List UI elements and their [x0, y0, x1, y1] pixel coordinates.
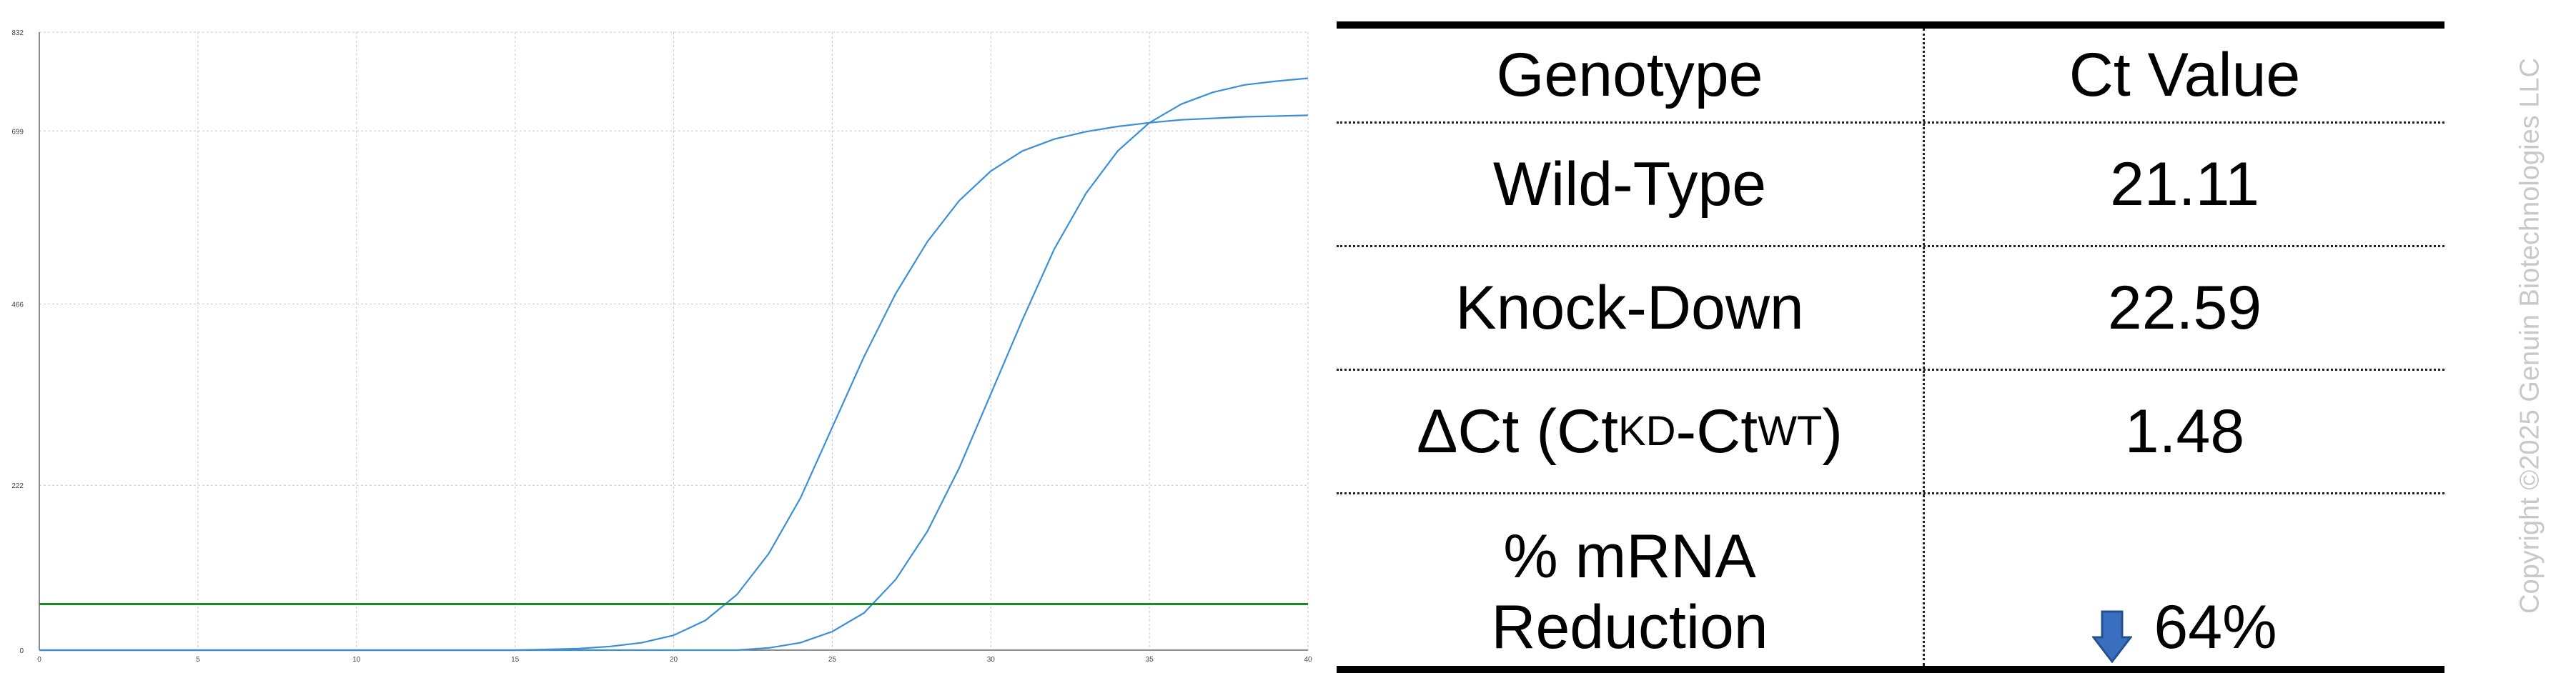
amplification-curve-1	[39, 114, 1309, 652]
y-tick-label: 832	[11, 29, 24, 37]
x-tick-label: 30	[987, 656, 996, 664]
reduction-label-line1: % mRNA	[1503, 522, 1756, 592]
x-tick-label: 40	[1304, 656, 1312, 664]
ct-value-table: Genotype Ct Value Wild-Type 21.11 Knock-…	[1337, 21, 2444, 673]
x-tick-label: 0	[37, 656, 41, 664]
amplification-curve-2	[39, 77, 1309, 652]
y-tick-label: 222	[11, 482, 24, 490]
delta-ct-suffix: )	[1822, 397, 1843, 466]
chart-grid	[39, 31, 1309, 651]
table-row: Wild-Type 21.11	[1337, 124, 2444, 247]
reduction-label-line2: Reduction	[1491, 593, 1768, 662]
series-group	[39, 77, 1309, 652]
copyright-notice: Copyright ©2025 Genuin Biotechnologies L…	[2515, 58, 2545, 614]
axis-ticks: 0 5 10 15 20 25 30 35 40 0 222 466 699 832	[11, 29, 1312, 664]
delta-ct-mid: -Ct	[1675, 397, 1758, 466]
x-tick-label: 25	[828, 656, 837, 664]
genotype-header: Genotype	[1337, 29, 1925, 121]
delta-ct-sub-kd: KD	[1618, 407, 1676, 454]
table-header-row: Genotype Ct Value	[1337, 21, 2444, 124]
delta-ct-value: 1.48	[2124, 397, 2245, 466]
genotype-label: Wild-Type	[1337, 124, 1925, 245]
reduction-row: % mRNA Reduction 64%	[1337, 494, 2444, 673]
reduction-value-cell: 64%	[1925, 494, 2444, 666]
ct-value-header: Ct Value	[2069, 40, 2301, 109]
delta-ct-row: ΔCt (Ct KD -Ct WT) 1.48	[1337, 371, 2444, 494]
amplification-chart: 0 5 10 15 20 25 30 35 40 0 222 466 699 832	[11, 29, 1312, 664]
down-arrow-icon	[2092, 610, 2133, 663]
ct-value: 22.59	[2107, 273, 2262, 342]
x-tick-label: 5	[196, 656, 200, 664]
reduction-label: % mRNA Reduction	[1337, 494, 1925, 666]
delta-ct-prefix: ΔCt (Ct	[1416, 397, 1618, 466]
y-tick-label: 0	[19, 647, 24, 655]
y-tick-label: 466	[11, 301, 24, 309]
x-tick-label: 10	[352, 656, 361, 664]
ct-value: 21.11	[2110, 149, 2259, 219]
x-tick-label: 35	[1146, 656, 1154, 664]
x-tick-label: 15	[511, 656, 520, 664]
genotype-label: Knock-Down	[1337, 247, 1925, 369]
x-tick-label: 20	[670, 656, 678, 664]
delta-ct-sub-wt: WT	[1758, 407, 1823, 454]
y-tick-label: 699	[11, 128, 24, 136]
table-row: Knock-Down 22.59	[1337, 247, 2444, 371]
delta-ct-label: ΔCt (Ct KD -Ct WT)	[1337, 371, 1925, 492]
reduction-value: 64%	[2154, 593, 2277, 662]
